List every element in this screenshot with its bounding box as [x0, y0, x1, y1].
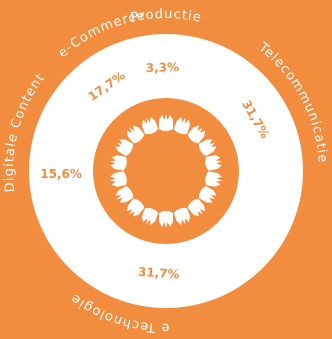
tulip-icon — [109, 171, 127, 187]
tulip-icon — [198, 185, 217, 203]
tulip-icon — [126, 125, 145, 144]
value-label: 15,6% — [40, 167, 82, 181]
tulip-icon — [205, 171, 223, 187]
value-label: 3,3% — [146, 60, 180, 75]
tulip-icon — [126, 198, 145, 217]
tulip-icon — [159, 211, 173, 228]
tulip-icon — [141, 117, 159, 135]
tulip-icon — [159, 114, 173, 131]
tulip-icon — [109, 155, 127, 171]
category-label: Productie — [129, 7, 203, 26]
value-label: 31,7% — [138, 265, 181, 282]
tulip-icon — [115, 185, 134, 203]
tulip-icon — [187, 125, 206, 144]
tulip-icon — [141, 207, 159, 225]
tulip-icon — [115, 139, 134, 157]
tulip-motif — [109, 114, 223, 228]
tulip-icon — [173, 117, 191, 135]
tulip-icon — [173, 207, 191, 225]
tulip-icon — [187, 198, 206, 217]
tulip-icon — [205, 155, 223, 171]
tulip-icon — [198, 139, 217, 157]
